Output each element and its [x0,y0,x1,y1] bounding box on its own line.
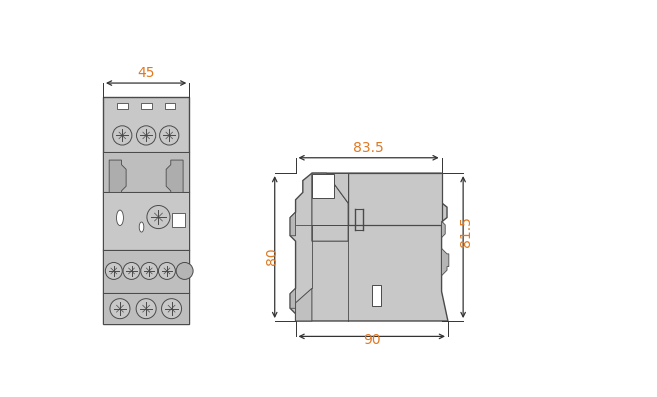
Circle shape [160,126,179,145]
Circle shape [141,262,158,279]
Bar [103,97,189,324]
Polygon shape [290,288,296,308]
Circle shape [158,262,175,279]
Ellipse shape [139,222,144,232]
Circle shape [136,299,156,319]
Circle shape [123,262,140,279]
Bar [372,285,381,306]
Text: 90: 90 [363,333,380,347]
Polygon shape [348,173,442,225]
Text: 45: 45 [137,66,155,80]
Bar [103,293,189,324]
Polygon shape [296,288,312,321]
Text: 80: 80 [265,247,279,265]
Polygon shape [442,221,445,237]
Circle shape [147,206,170,229]
Polygon shape [442,249,449,276]
Bar [103,193,189,250]
Text: 81.5: 81.5 [459,216,473,247]
Bar [117,103,127,109]
Polygon shape [290,212,296,236]
Bar [141,103,152,109]
Text: 83.5: 83.5 [353,141,384,155]
Bar [103,152,189,193]
Polygon shape [290,173,448,321]
Circle shape [105,262,122,279]
Ellipse shape [116,210,124,225]
Circle shape [176,262,193,279]
Polygon shape [327,173,348,203]
Bar [103,250,189,293]
Circle shape [162,299,181,319]
Bar [172,213,185,227]
Polygon shape [109,160,126,193]
Bar [165,103,175,109]
Bar [312,174,334,198]
Polygon shape [312,173,348,241]
Polygon shape [312,173,348,225]
Circle shape [137,126,156,145]
Circle shape [112,126,132,145]
Circle shape [110,299,130,319]
Polygon shape [166,160,183,193]
